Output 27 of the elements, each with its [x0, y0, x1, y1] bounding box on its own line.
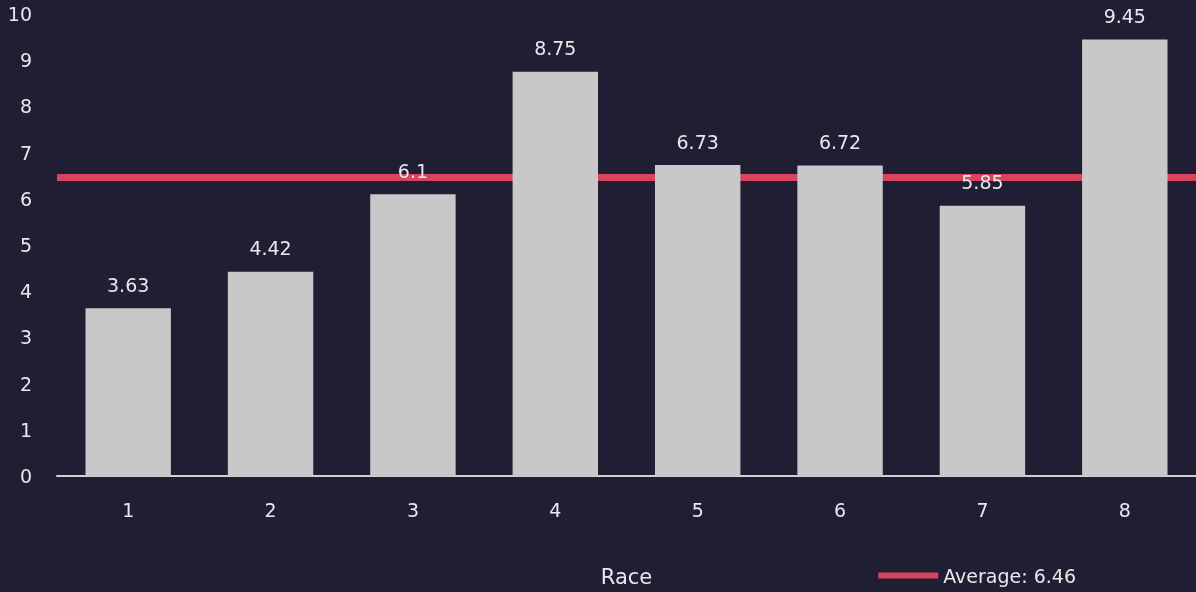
y-tick-label: 3	[19, 326, 32, 349]
x-tick-label: 4	[549, 498, 562, 521]
x-axis-title: Race	[600, 564, 653, 589]
data-label: 6.72	[818, 131, 862, 154]
y-tick-label: 5	[19, 234, 32, 256]
legend-label: Average: 6.46	[943, 564, 1077, 587]
y-tick-label: 1	[19, 418, 32, 441]
y-tick-label: 2	[19, 372, 32, 395]
y-tick-label: 0	[19, 465, 32, 487]
y-tick-label: 6	[19, 187, 32, 210]
data-label: 8.75	[534, 37, 577, 60]
x-tick-label: 2	[264, 498, 277, 521]
y-tick-label: 9	[19, 49, 32, 72]
x-tick-label: 6	[834, 498, 847, 521]
y-tick-label: 7	[19, 141, 32, 164]
x-tick-label: 5	[691, 498, 704, 521]
data-label: 9.45	[1103, 4, 1146, 27]
y-tick-label: 4	[19, 280, 32, 303]
y-tick-label: 10	[7, 3, 32, 25]
data-label: 6.73	[676, 130, 719, 153]
x-tick-label: 8	[1118, 498, 1131, 521]
data-label: 4.42	[249, 237, 292, 260]
x-tick-label: 1	[122, 498, 135, 521]
x-tick-label: 3	[406, 498, 419, 521]
y-tick-label: 8	[19, 95, 32, 118]
x-tick-label: 7	[976, 498, 989, 521]
data-label: 3.63	[107, 273, 150, 296]
